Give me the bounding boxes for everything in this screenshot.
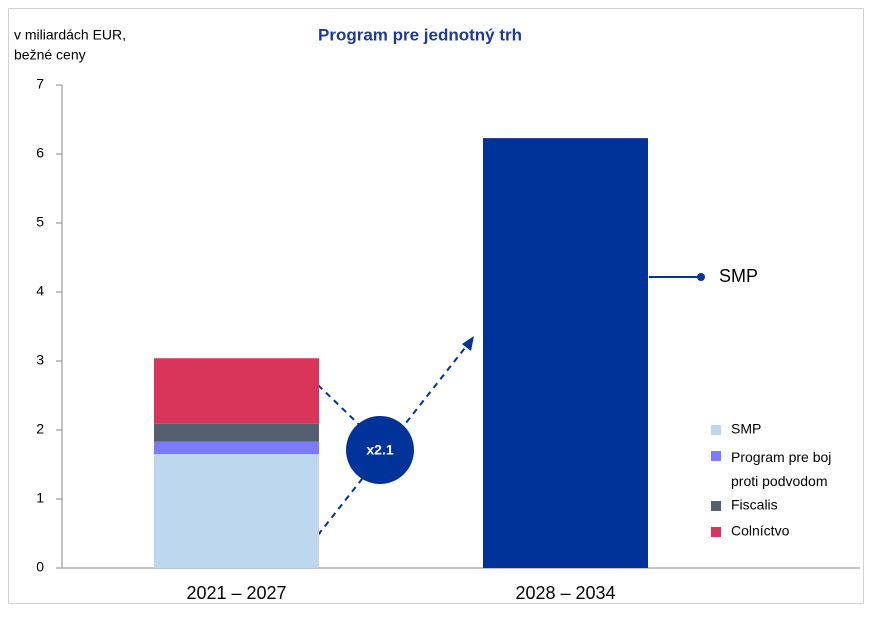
y-tick-label: 1 (36, 490, 44, 506)
legend-swatch (711, 425, 721, 435)
legend-label: Colníctvo (731, 523, 790, 539)
legend-label: Fiscalis (731, 497, 778, 513)
y-tick-label: 2 (36, 421, 44, 437)
y-axis-label: v miliardách EUR, (14, 27, 126, 43)
frame (8, 8, 864, 604)
y-tick-label: 6 (36, 145, 44, 161)
y-axis-label: bežné ceny (14, 47, 86, 63)
legend-label: SMP (731, 421, 761, 437)
y-tick-label: 5 (36, 214, 44, 230)
legend-label: Program pre boj proti podvodom (731, 449, 831, 489)
chart-title: Program pre jednotný trh (318, 25, 522, 44)
y-tick-label: 0 (36, 559, 44, 575)
x-tick-label: 2021 – 2027 (186, 583, 286, 603)
arrow-head (462, 336, 474, 351)
legend-swatch (711, 451, 721, 461)
y-tick-label: 7 (36, 76, 44, 92)
bar-segment (483, 138, 648, 568)
bar-segment (154, 358, 319, 424)
bar-segment (154, 454, 319, 568)
callout-label: SMP (719, 266, 758, 286)
bar-segment (154, 441, 319, 455)
growth-badge (346, 416, 414, 484)
bar-segment (154, 423, 319, 442)
legend-swatch (711, 527, 721, 537)
x-tick-label: 2028 – 2034 (515, 583, 615, 603)
y-tick-label: 3 (36, 352, 44, 368)
y-tick-label: 4 (36, 283, 44, 299)
legend-swatch (711, 501, 721, 511)
growth-label: x2.1 (366, 442, 393, 458)
callout-dot (697, 273, 705, 281)
